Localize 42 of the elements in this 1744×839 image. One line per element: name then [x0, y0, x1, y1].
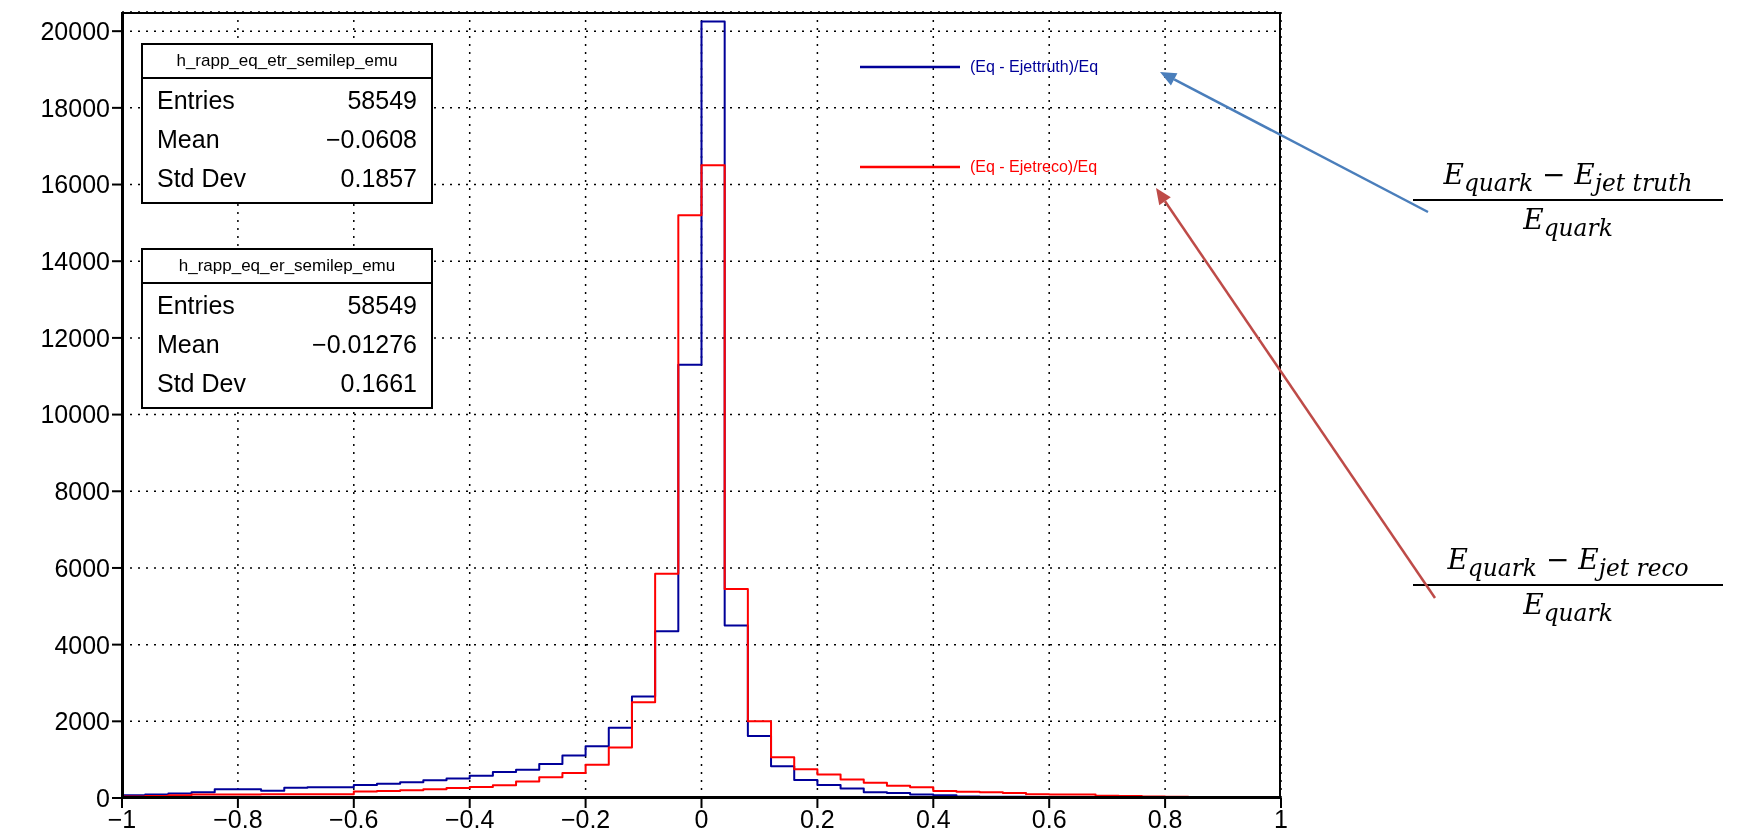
annotation: Std Dev [157, 368, 246, 399]
y-tick-label: 0 [96, 783, 110, 812]
text: E$_{quark}$ [1522, 201, 1614, 242]
annotation: 58549 [347, 290, 417, 321]
x-tick-label: −0.4 [445, 804, 495, 833]
annotation: h_rapp_eq_etr_semilep_emu [143, 45, 431, 79]
annotation: 0.1661 [340, 368, 417, 399]
y-tick-label: 20000 [40, 17, 110, 46]
y-tick-label: 2000 [54, 707, 110, 736]
y-tick-label: 6000 [54, 553, 110, 582]
x-tick-label: 0.8 [1147, 804, 1183, 833]
text: (Eq - Ejetreco)/Eq [970, 158, 1098, 176]
annotation: Std Dev [157, 163, 246, 194]
y-tick-label: 16000 [40, 170, 110, 199]
y-tick-label: 10000 [40, 400, 110, 429]
text: E$_{quark}$ − E$_{jet reco}$ [1413, 543, 1723, 586]
annotation: −0.01276 [312, 329, 417, 360]
annotation: h_rapp_eq_er_semilep_emu [143, 250, 431, 284]
y-tick-label: 18000 [40, 93, 110, 122]
x-tick-label: 0.4 [915, 804, 951, 833]
x-tick-label: −0.6 [329, 804, 379, 833]
x-tick-label: 0.2 [800, 804, 835, 833]
annotation: −0.0608 [325, 124, 417, 155]
x-tick-label: 0.6 [1031, 804, 1067, 833]
y-tick-label: 12000 [40, 323, 110, 352]
annotation: 0.1857 [340, 163, 417, 194]
x-tick-label: −0.8 [213, 804, 263, 833]
text: (Eq - Ejettruth)/Eq [970, 58, 1099, 76]
text: E$_{quark}$ − E$_{jet truth}$ [1413, 158, 1723, 201]
x-tick-label: −0.2 [560, 804, 611, 833]
x-tick-label: −1 [107, 804, 137, 833]
x-tick-label: 0 [694, 804, 709, 833]
annotation: Mean [157, 329, 220, 360]
y-tick-label: 8000 [54, 477, 110, 506]
y-tick-label: 14000 [40, 247, 110, 276]
annotation: Entries [157, 290, 235, 321]
annotation: 58549 [347, 85, 417, 116]
y-tick-label: 4000 [54, 630, 110, 659]
x-tick-label: 1 [1274, 804, 1288, 833]
text: E$_{quark}$ [1522, 586, 1614, 627]
annotation: Mean [157, 124, 220, 155]
annotation: Entries [157, 85, 235, 116]
